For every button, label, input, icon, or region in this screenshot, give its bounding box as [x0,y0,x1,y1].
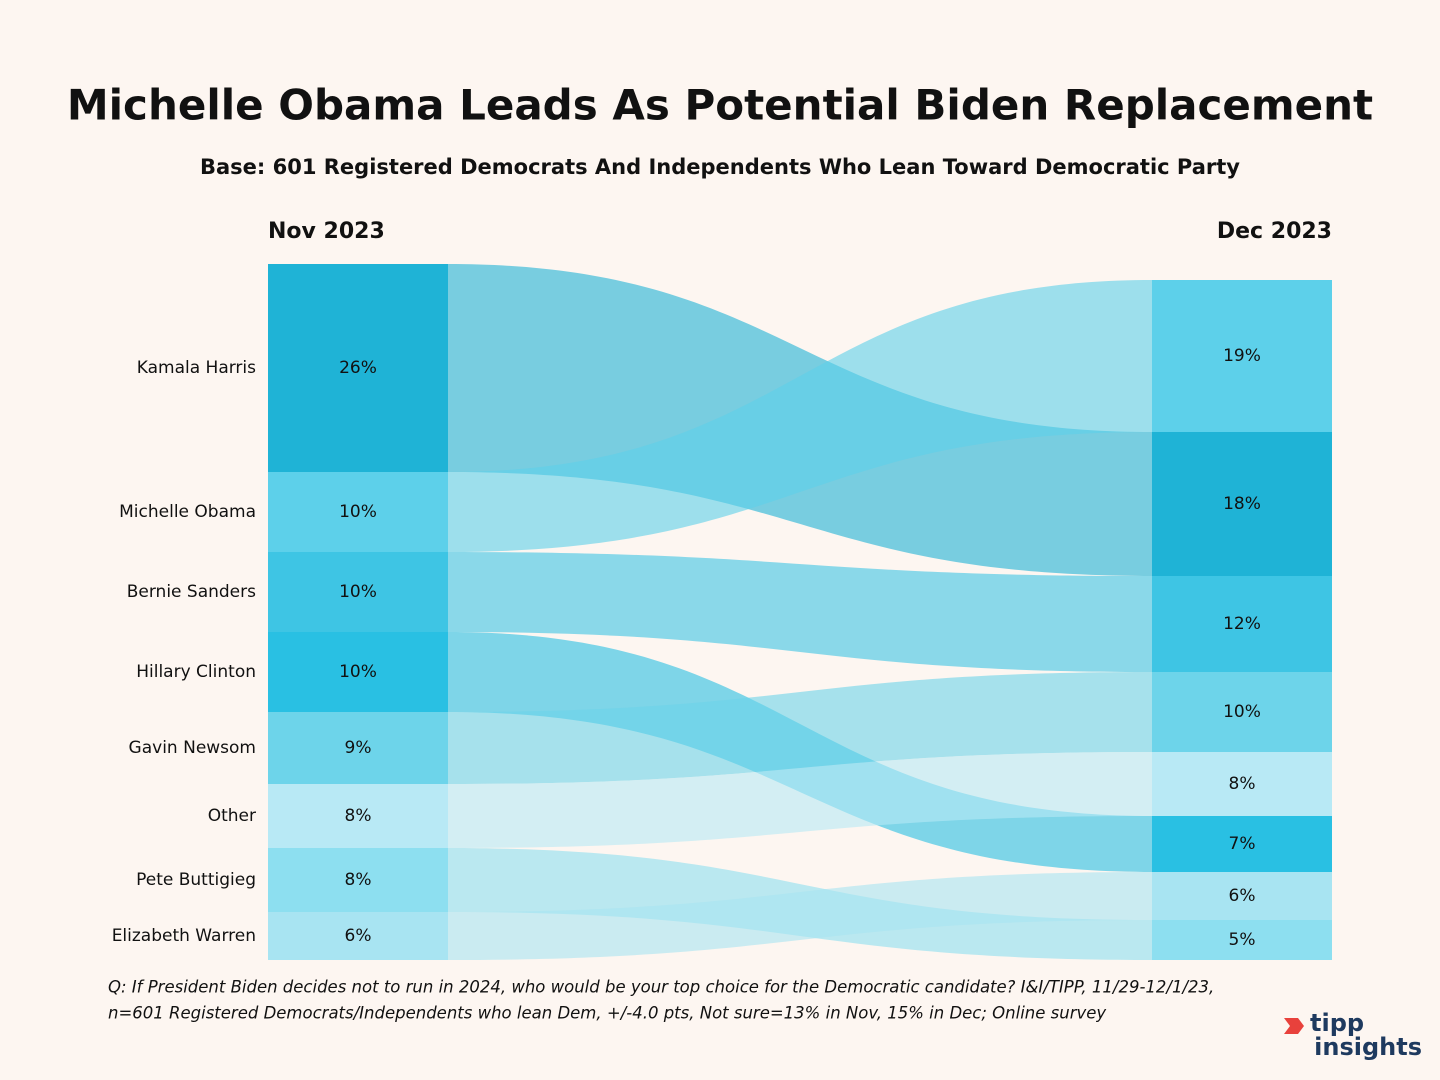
category-label: Kamala Harris [137,358,256,378]
category-label: Michelle Obama [119,502,256,522]
category-label: Hillary Clinton [136,662,256,682]
data-label: 26% [339,358,377,378]
node [268,472,448,552]
node [268,784,448,848]
data-label: 7% [1229,834,1256,854]
footnote: Q: If President Biden decides not to run… [108,978,1214,997]
data-label: 8% [345,870,372,890]
data-label: 9% [345,738,372,758]
node [268,552,448,632]
flow [448,752,1152,848]
data-label: 8% [1229,774,1256,794]
category-label: Other [208,806,256,826]
data-label: 12% [1223,614,1261,634]
node [1152,576,1332,672]
node [268,264,448,472]
category-label: Elizabeth Warren [112,926,256,946]
node [268,632,448,712]
logo-text: tipp [1310,1009,1364,1037]
node [268,912,448,960]
flows [448,264,1152,960]
chart-title: Michelle Obama Leads As Potential Biden … [67,81,1373,130]
node [268,712,448,784]
flow [448,280,1152,552]
flow [448,552,1152,672]
data-label: 5% [1229,930,1256,950]
flow [448,672,1152,784]
node [1152,920,1332,960]
node [1152,672,1332,752]
column-header: Nov 2023 [268,219,385,244]
node [268,848,448,912]
column-header: Dec 2023 [1217,219,1332,244]
category-label: Gavin Newsom [129,738,256,758]
data-label: 18% [1223,494,1261,514]
node [1152,752,1332,816]
data-label: 10% [1223,702,1261,722]
category-label: Bernie Sanders [127,582,256,602]
node [1152,280,1332,432]
data-label: 19% [1223,346,1261,366]
node [1152,432,1332,576]
node [1152,872,1332,920]
node [1152,816,1332,872]
data-label: 10% [339,582,377,602]
data-label: 6% [1229,886,1256,906]
data-label: 6% [345,926,372,946]
logo-text: insights [1314,1033,1422,1061]
flow [448,872,1152,960]
logo-icon [1284,1018,1304,1034]
data-label: 10% [339,502,377,522]
footnote: n=601 Registered Democrats/Independents … [108,1004,1106,1023]
chart-subtitle: Base: 601 Registered Democrats And Indep… [200,155,1240,179]
data-label: 10% [339,662,377,682]
category-label: Pete Buttigieg [136,870,256,890]
data-label: 8% [345,806,372,826]
